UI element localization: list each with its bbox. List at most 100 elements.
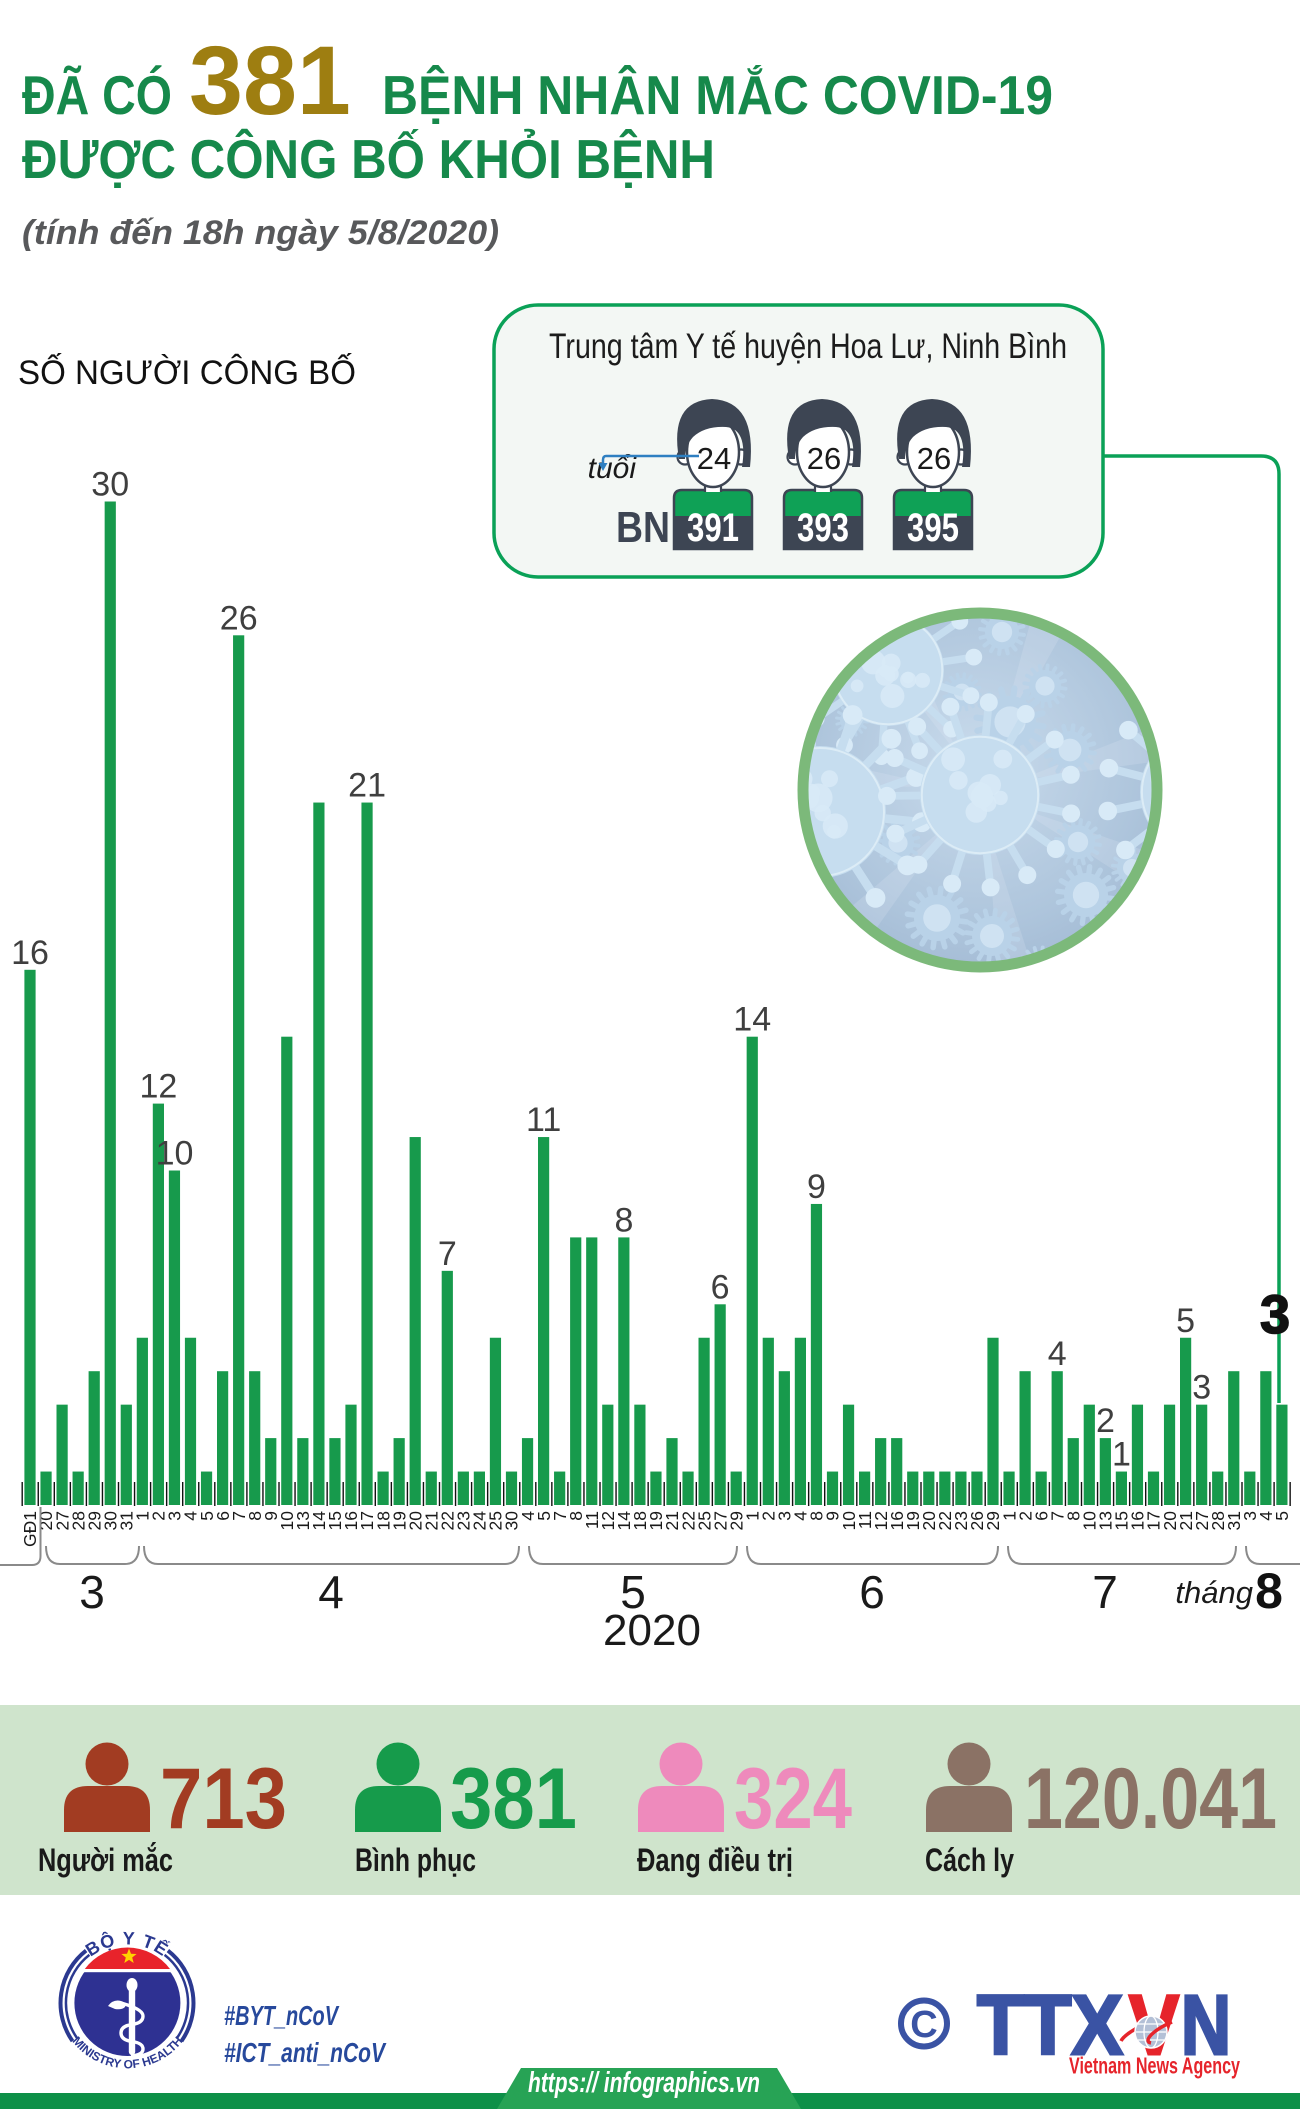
svg-text:21: 21 bbox=[348, 767, 386, 805]
svg-text:11: 11 bbox=[526, 1101, 561, 1139]
svg-text:4: 4 bbox=[318, 1566, 344, 1618]
svg-text:27: 27 bbox=[52, 1511, 72, 1530]
svg-text:29: 29 bbox=[84, 1511, 104, 1530]
svg-text:10: 10 bbox=[156, 1135, 194, 1173]
svg-text:23: 23 bbox=[454, 1511, 474, 1530]
svg-text:tuổi: tuổi bbox=[588, 452, 638, 485]
svg-text:22: 22 bbox=[438, 1511, 458, 1530]
svg-text:Vietnam News Agency: Vietnam News Agency bbox=[1069, 2053, 1240, 2079]
svg-text:120.041: 120.041 bbox=[1024, 1751, 1277, 1847]
svg-text:28: 28 bbox=[68, 1511, 88, 1530]
svg-text:391: 391 bbox=[687, 506, 739, 550]
svg-text:30: 30 bbox=[502, 1511, 522, 1531]
svg-text:Bình phục: Bình phục bbox=[355, 1842, 476, 1878]
svg-text:6: 6 bbox=[859, 1566, 885, 1618]
svg-text:13: 13 bbox=[1096, 1511, 1116, 1530]
svg-text:14: 14 bbox=[733, 1001, 771, 1039]
svg-text:Cách ly: Cách ly bbox=[925, 1842, 1014, 1878]
svg-text:7: 7 bbox=[229, 1511, 249, 1521]
svg-text:2: 2 bbox=[759, 1511, 779, 1521]
svg-text:27: 27 bbox=[1192, 1511, 1212, 1530]
svg-text:#ICT_anti_nCoV: #ICT_anti_nCoV bbox=[224, 2037, 387, 2068]
svg-text:31: 31 bbox=[1224, 1511, 1244, 1530]
svg-text:25: 25 bbox=[486, 1511, 506, 1530]
svg-text:6: 6 bbox=[1031, 1511, 1051, 1521]
svg-text:#BYT_nCoV: #BYT_nCoV bbox=[224, 2000, 340, 2031]
svg-text:26: 26 bbox=[917, 441, 951, 476]
svg-text:14: 14 bbox=[614, 1511, 634, 1531]
svg-text:18: 18 bbox=[630, 1511, 650, 1530]
svg-text:18: 18 bbox=[373, 1511, 393, 1530]
svg-text:1: 1 bbox=[743, 1511, 763, 1521]
svg-text:324: 324 bbox=[734, 1751, 852, 1847]
svg-text:22: 22 bbox=[935, 1511, 955, 1530]
svg-text:6: 6 bbox=[711, 1268, 730, 1306]
svg-text:8: 8 bbox=[566, 1511, 586, 1521]
svg-text:381: 381 bbox=[450, 1751, 577, 1847]
svg-text:4: 4 bbox=[181, 1511, 201, 1521]
svg-text:21: 21 bbox=[421, 1511, 441, 1530]
svg-text:11: 11 bbox=[855, 1511, 875, 1529]
svg-text:C: C bbox=[910, 2004, 937, 2046]
svg-text:Người mắc: Người mắc bbox=[38, 1842, 173, 1878]
svg-text:6: 6 bbox=[213, 1511, 233, 1521]
svg-text:8: 8 bbox=[245, 1511, 265, 1521]
svg-text:20: 20 bbox=[405, 1511, 425, 1531]
svg-text:12: 12 bbox=[139, 1068, 177, 1106]
svg-text:5: 5 bbox=[534, 1511, 554, 1521]
svg-text:10: 10 bbox=[1080, 1511, 1100, 1531]
svg-text:21: 21 bbox=[662, 1511, 682, 1530]
svg-text:ĐÃ CÓ: ĐÃ CÓ bbox=[22, 64, 172, 126]
svg-text:28: 28 bbox=[1208, 1511, 1228, 1530]
svg-text:SỐ NGƯỜI CÔNG BỐ: SỐ NGƯỜI CÔNG BỐ bbox=[18, 353, 356, 392]
svg-text:29: 29 bbox=[983, 1511, 1003, 1530]
svg-text:7: 7 bbox=[1092, 1566, 1118, 1618]
svg-text:20: 20 bbox=[919, 1511, 939, 1531]
svg-text:2020: 2020 bbox=[603, 1606, 701, 1655]
svg-text:3: 3 bbox=[79, 1566, 105, 1618]
svg-text:BN: BN bbox=[616, 503, 670, 552]
svg-text:22: 22 bbox=[678, 1511, 698, 1530]
svg-text:8: 8 bbox=[1064, 1511, 1084, 1521]
svg-text:16: 16 bbox=[1128, 1511, 1148, 1530]
svg-text:5: 5 bbox=[197, 1511, 217, 1521]
svg-text:4: 4 bbox=[1256, 1511, 1276, 1521]
svg-text:26: 26 bbox=[967, 1511, 987, 1530]
svg-text:TTX: TTX bbox=[977, 1978, 1123, 2072]
svg-text:14: 14 bbox=[309, 1511, 329, 1531]
svg-text:Đang điều trị: Đang điều trị bbox=[637, 1842, 793, 1878]
svg-text:3: 3 bbox=[165, 1511, 185, 1521]
svg-text:24: 24 bbox=[470, 1511, 490, 1531]
svg-text:26: 26 bbox=[220, 599, 258, 637]
svg-text:19: 19 bbox=[389, 1511, 409, 1530]
svg-text:5: 5 bbox=[1176, 1302, 1195, 1340]
svg-text:19: 19 bbox=[646, 1511, 666, 1530]
svg-text:4: 4 bbox=[1048, 1335, 1067, 1373]
svg-text:8: 8 bbox=[1255, 1563, 1283, 1619]
svg-text:BỆNH NHÂN MẮC COVID-19: BỆNH NHÂN MẮC COVID-19 bbox=[382, 64, 1053, 126]
svg-text:27: 27 bbox=[710, 1511, 730, 1530]
svg-text:1: 1 bbox=[133, 1511, 153, 1521]
svg-text:8: 8 bbox=[807, 1511, 827, 1521]
svg-text:2: 2 bbox=[1096, 1402, 1115, 1440]
svg-text:17: 17 bbox=[357, 1511, 377, 1530]
svg-text:381: 381 bbox=[189, 26, 351, 135]
svg-text:12: 12 bbox=[871, 1511, 891, 1530]
svg-text:15: 15 bbox=[325, 1511, 345, 1530]
svg-text:24: 24 bbox=[697, 441, 731, 476]
svg-text:13: 13 bbox=[293, 1511, 313, 1530]
svg-text:8: 8 bbox=[614, 1201, 633, 1239]
svg-text:395: 395 bbox=[907, 506, 959, 550]
svg-text:30: 30 bbox=[91, 466, 129, 504]
svg-text:1: 1 bbox=[1112, 1436, 1131, 1474]
svg-text:16: 16 bbox=[887, 1511, 907, 1530]
svg-text:29: 29 bbox=[726, 1511, 746, 1530]
svg-text:https:// infographics.vn: https:// infographics.vn bbox=[528, 2067, 760, 2099]
svg-text:7: 7 bbox=[1047, 1511, 1067, 1521]
svg-text:17: 17 bbox=[1144, 1511, 1164, 1530]
svg-text:26: 26 bbox=[807, 441, 841, 476]
svg-text:1: 1 bbox=[999, 1511, 1019, 1521]
svg-text:16: 16 bbox=[11, 934, 49, 972]
svg-text:3: 3 bbox=[775, 1511, 795, 1521]
svg-text:11: 11 bbox=[582, 1511, 602, 1529]
